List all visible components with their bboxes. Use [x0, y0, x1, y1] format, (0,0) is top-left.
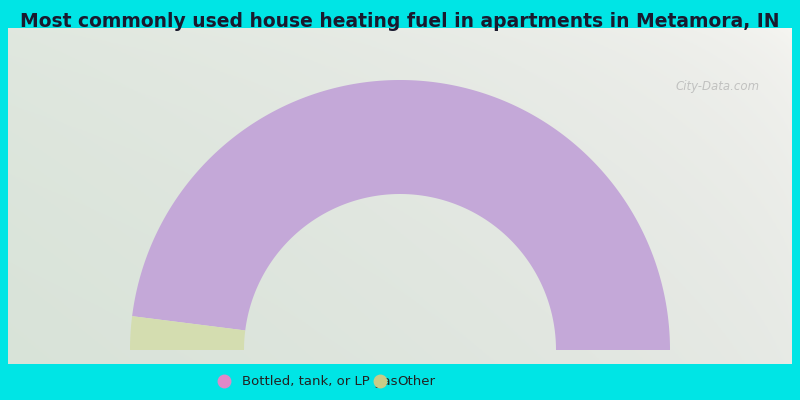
Text: Bottled, tank, or LP gas: Bottled, tank, or LP gas — [242, 375, 397, 388]
Polygon shape — [130, 316, 246, 350]
Text: Most commonly used house heating fuel in apartments in Metamora, IN: Most commonly used house heating fuel in… — [20, 12, 780, 31]
Text: Other: Other — [398, 375, 436, 388]
Text: City-Data.com: City-Data.com — [676, 80, 760, 93]
Polygon shape — [132, 80, 670, 350]
